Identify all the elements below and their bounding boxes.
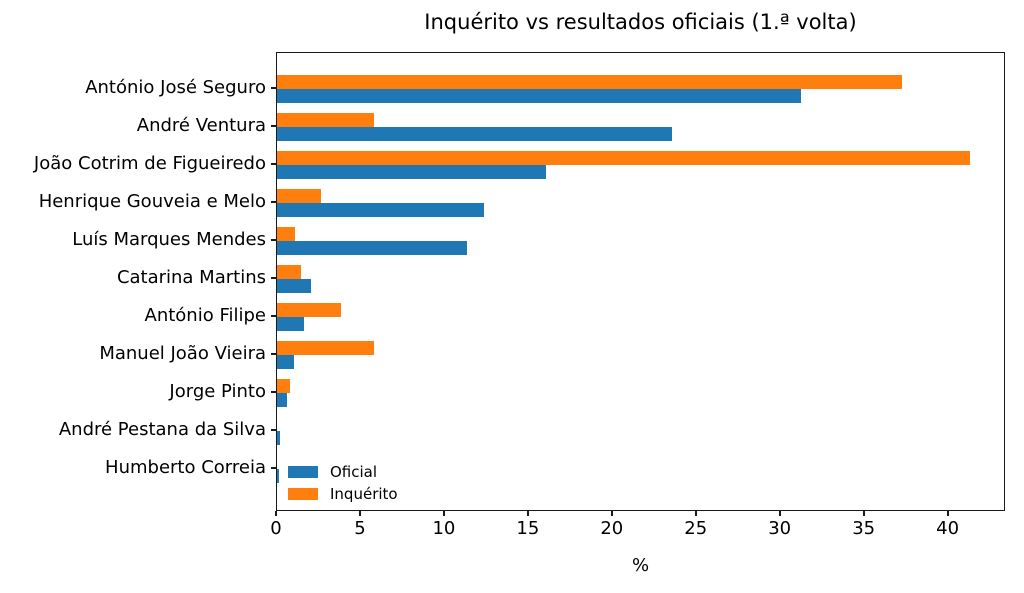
bar-oficial-andre-pestana-da-silva <box>277 430 281 445</box>
x-tick <box>526 511 529 516</box>
x-tick-label-30: 30 <box>768 518 792 539</box>
y-tick <box>271 352 276 355</box>
x-axis-title: % <box>631 555 650 576</box>
y-tick-label-joao-cotrim-de-figueiredo: João Cotrim de Figueiredo <box>33 152 266 174</box>
x-tick <box>778 511 781 516</box>
bar-inquerito-catarina-martins <box>277 264 301 279</box>
y-tick <box>271 86 276 89</box>
bar-oficial-humberto-correia <box>277 468 279 483</box>
x-tick <box>275 511 277 516</box>
plot-area <box>276 52 1005 511</box>
y-tick <box>271 200 276 203</box>
x-tick-label-10: 10 <box>432 518 456 539</box>
bar-inquerito-antonio-jose-seguro <box>277 74 902 89</box>
x-tick <box>946 511 949 516</box>
bar-inquerito-joao-cotrim-de-figueiredo <box>277 150 971 165</box>
x-tick <box>610 511 613 516</box>
x-tick-label-5: 5 <box>354 518 366 539</box>
legend-swatch-oficial <box>288 466 318 478</box>
bar-oficial-manuel-joao-vieira <box>277 354 294 369</box>
y-tick <box>271 428 276 431</box>
x-tick <box>862 511 865 516</box>
y-tick-label-henrique-gouveia-e-melo: Henrique Gouveia e Melo <box>38 190 266 212</box>
legend: Oficial Inquérito <box>288 461 398 505</box>
x-tick <box>358 511 361 516</box>
x-tick <box>694 511 697 516</box>
y-tick-label-catarina-martins: Catarina Martins <box>116 266 266 288</box>
chart-title: Inquérito vs resultados oficiais (1.ª vo… <box>424 10 857 34</box>
y-tick <box>271 276 276 279</box>
legend-swatch-inquerito <box>288 488 318 500</box>
legend-label-oficial: Oficial <box>330 463 378 481</box>
x-tick-label-15: 15 <box>516 518 540 539</box>
bar-oficial-henrique-gouveia-e-melo <box>277 202 484 217</box>
y-tick <box>271 314 276 317</box>
y-tick-label-antonio-filipe: António Filipe <box>144 304 266 326</box>
bar-oficial-jorge-pinto <box>277 392 288 407</box>
bar-inquerito-antonio-filipe <box>277 302 341 317</box>
y-tick-label-luis-marques-mendes: Luís Marques Mendes <box>72 228 266 250</box>
y-tick <box>271 238 276 241</box>
y-tick-label-humberto-correia: Humberto Correia <box>105 456 266 478</box>
y-tick-label-andre-ventura: André Ventura <box>136 114 266 136</box>
y-tick-label-andre-pestana-da-silva: André Pestana da Silva <box>58 418 266 440</box>
x-tick-label-40: 40 <box>936 518 960 539</box>
bar-oficial-antonio-filipe <box>277 316 304 331</box>
bar-oficial-joao-cotrim-de-figueiredo <box>277 164 546 179</box>
legend-item-oficial: Oficial <box>288 461 398 483</box>
y-tick <box>271 162 276 165</box>
y-tick-label-manuel-joao-vieira: Manuel João Vieira <box>99 342 266 364</box>
y-tick <box>271 390 276 393</box>
y-tick-label-antonio-jose-seguro: António José Seguro <box>85 76 266 98</box>
bar-inquerito-luis-marques-mendes <box>277 226 296 241</box>
y-tick-label-jorge-pinto: Jorge Pinto <box>169 380 266 402</box>
y-tick <box>271 124 276 127</box>
bar-oficial-andre-ventura <box>277 126 672 141</box>
bar-inquerito-andre-ventura <box>277 112 375 127</box>
x-tick-label-25: 25 <box>684 518 708 539</box>
bar-inquerito-manuel-joao-vieira <box>277 340 375 355</box>
x-tick <box>442 511 445 516</box>
bar-inquerito-henrique-gouveia-e-melo <box>277 188 321 203</box>
bar-oficial-catarina-martins <box>277 278 311 293</box>
y-tick <box>271 466 276 469</box>
x-tick-label-35: 35 <box>852 518 876 539</box>
legend-item-inquerito: Inquérito <box>288 483 398 505</box>
bar-oficial-antonio-jose-seguro <box>277 88 801 103</box>
bar-inquerito-jorge-pinto <box>277 378 291 393</box>
legend-label-inquerito: Inquérito <box>330 485 398 503</box>
x-tick-label-0: 0 <box>270 518 282 539</box>
bar-oficial-luis-marques-mendes <box>277 240 467 255</box>
x-tick-label-20: 20 <box>600 518 624 539</box>
